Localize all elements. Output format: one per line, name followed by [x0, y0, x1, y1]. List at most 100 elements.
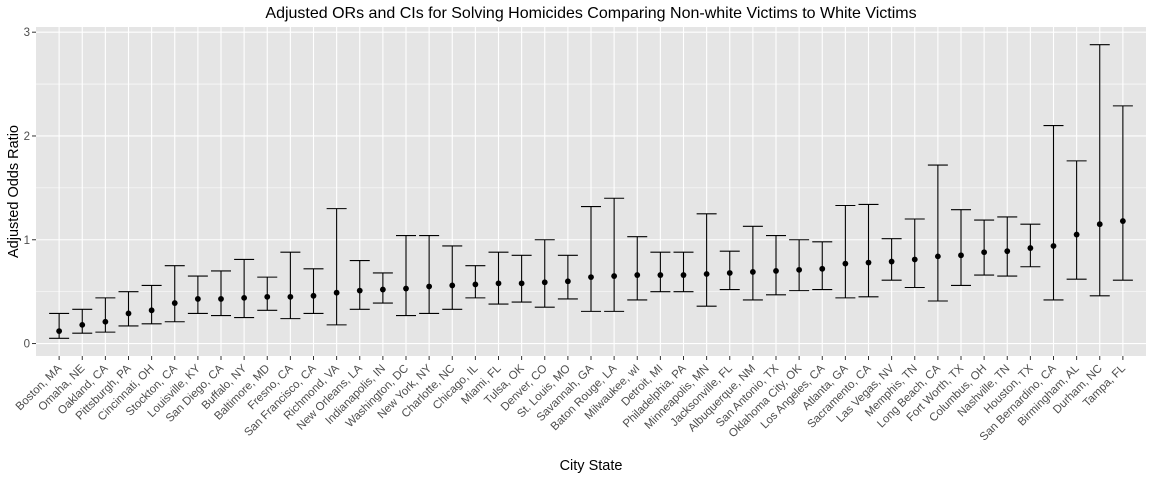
error-bar	[419, 235, 440, 314]
or-point	[218, 296, 224, 302]
error-bar	[812, 241, 833, 291]
or-point	[264, 293, 271, 300]
or-point	[541, 279, 548, 286]
error-bar	[557, 254, 578, 300]
y-tick-label: 1	[24, 235, 30, 247]
or-point	[911, 256, 918, 263]
y-tick-label: 2	[24, 131, 30, 143]
or-point	[842, 260, 849, 267]
error-bar	[904, 218, 925, 289]
error-bar	[627, 236, 648, 301]
error-bar	[951, 209, 971, 286]
or-point	[148, 307, 155, 314]
or-point	[171, 300, 178, 306]
or-point	[703, 271, 710, 277]
or-point	[518, 280, 525, 287]
or-point	[1073, 231, 1080, 238]
or-points	[56, 218, 1126, 334]
or-point	[958, 252, 964, 259]
error-bar	[326, 208, 347, 326]
error-bar	[95, 297, 116, 333]
or-point	[657, 272, 664, 278]
or-point	[1004, 248, 1011, 255]
error-bar	[1043, 125, 1064, 301]
error-bar	[349, 259, 370, 310]
error-bar	[534, 239, 555, 308]
or-point	[1027, 245, 1034, 251]
error-bar	[396, 235, 416, 317]
error-bar	[164, 265, 185, 323]
or-point	[1119, 218, 1126, 224]
or-point	[680, 272, 687, 278]
error-bar	[511, 254, 532, 303]
or-point	[495, 280, 502, 287]
or-point	[79, 321, 86, 328]
error-bar	[1066, 160, 1087, 280]
error-bar	[118, 291, 139, 327]
chart-title: Adjusted ORs and CIs for Solving Homicid…	[265, 5, 917, 22]
or-point	[287, 293, 294, 300]
or-point	[56, 328, 63, 334]
or-point	[726, 270, 733, 276]
or-point	[819, 265, 826, 272]
error-bar	[442, 245, 463, 310]
or-point	[749, 269, 756, 275]
or-point	[356, 287, 363, 294]
error-bar	[835, 204, 856, 299]
or-point	[796, 266, 803, 273]
or-point	[564, 278, 571, 285]
error-bar	[141, 284, 162, 325]
or-point	[634, 272, 641, 278]
error-bar	[789, 239, 810, 292]
y-tick-label: 0	[24, 339, 30, 351]
error-bars	[49, 44, 1133, 339]
error-bar	[72, 308, 93, 334]
error-bar	[257, 276, 278, 311]
y-axis: 0 1 2 3	[24, 27, 36, 351]
or-point	[102, 318, 109, 325]
error-bar	[997, 216, 1018, 277]
error-bar	[211, 270, 231, 317]
error-bar	[766, 235, 786, 296]
y-axis-title: Adjusted Odds Ratio	[6, 125, 22, 258]
error-bar	[280, 251, 301, 320]
or-point	[472, 281, 479, 288]
or-point	[449, 282, 456, 289]
or-point	[426, 283, 433, 290]
error-bar	[1112, 105, 1133, 281]
error-bar	[488, 251, 509, 305]
error-bar	[742, 225, 763, 301]
error-bar	[974, 219, 995, 276]
or-point	[888, 258, 895, 265]
or-point	[403, 285, 409, 292]
or-point	[333, 289, 340, 296]
error-bar	[187, 275, 208, 314]
x-axis-title: City State	[560, 458, 623, 474]
error-bar	[604, 197, 625, 312]
error-bar	[696, 213, 717, 307]
error-bar	[927, 164, 948, 302]
error-bar	[1089, 44, 1110, 297]
error-bar	[234, 258, 255, 319]
error-bar	[49, 312, 70, 339]
or-point	[194, 296, 201, 302]
or-point	[1050, 243, 1057, 249]
error-bar	[673, 251, 694, 293]
or-point	[611, 273, 618, 279]
or-point	[773, 267, 779, 274]
or-point	[379, 286, 386, 293]
or-point	[588, 274, 594, 281]
or-point	[125, 310, 132, 317]
y-tick-label: 3	[24, 27, 30, 39]
or-point	[865, 259, 872, 266]
error-bar	[858, 203, 879, 298]
or-point	[310, 292, 317, 299]
error-bar	[650, 251, 671, 293]
or-point	[1096, 221, 1103, 228]
error-bar	[581, 205, 601, 312]
error-bar	[303, 268, 324, 314]
or-point	[934, 253, 941, 260]
or-point	[981, 249, 988, 256]
